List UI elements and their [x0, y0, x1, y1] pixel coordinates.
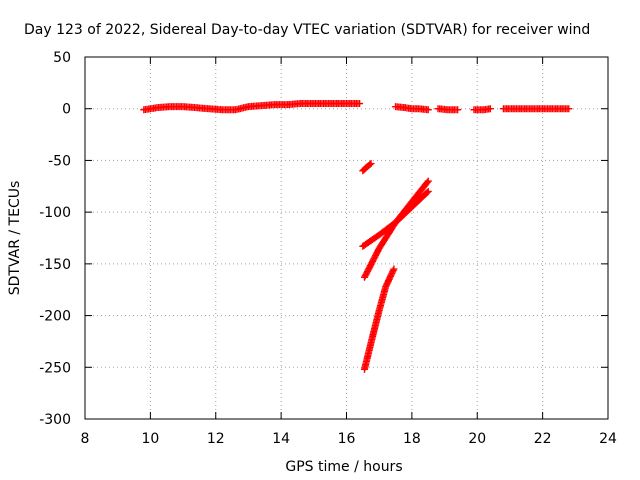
series-track-8: [360, 177, 432, 281]
data-point: [366, 161, 374, 169]
data-point: [390, 265, 398, 273]
data-layer: [140, 100, 573, 373]
y-tick-label: -200: [39, 309, 71, 325]
series-track-5: [499, 105, 573, 113]
y-tick-label: -50: [48, 153, 71, 169]
series-track-6: [359, 160, 375, 175]
data-point: [454, 106, 462, 114]
x-tick-label: 22: [534, 431, 552, 447]
x-tick-label: 24: [599, 431, 617, 447]
y-tick-label: 0: [62, 102, 71, 118]
x-tick-label: 14: [272, 431, 290, 447]
x-tick-label: 8: [81, 431, 90, 447]
x-tick-label: 20: [468, 431, 486, 447]
grid: [85, 57, 608, 419]
series-track-3: [434, 105, 462, 114]
y-axis-label: SDTVAR / TECUs: [7, 181, 23, 296]
y-tick-label: -150: [39, 257, 71, 273]
x-axis-label: GPS time / hours: [285, 459, 402, 475]
data-point: [424, 177, 432, 185]
y-tick-label: -100: [39, 205, 71, 221]
series-track-9: [360, 265, 398, 373]
series-track-4: [470, 105, 494, 114]
series-track-2: [392, 103, 432, 114]
x-tick-label: 18: [403, 431, 421, 447]
data-point: [424, 187, 432, 195]
data-point: [565, 105, 573, 113]
data-point: [356, 100, 364, 108]
x-tick-label: 12: [207, 431, 225, 447]
x-tick-label: 16: [338, 431, 356, 447]
axis-ticks: 8 10 12 14 16 18 20 22 24 50 0 -50 -100 -150 -200 -250 -…: [39, 50, 617, 447]
data-point: [423, 178, 431, 186]
data-point: [486, 105, 494, 113]
y-tick-label: -250: [39, 360, 71, 376]
y-tick-label: -300: [39, 412, 71, 428]
x-tick-label: 10: [141, 431, 159, 447]
chart-title: Day 123 of 2022, Sidereal Day-to-day VTE…: [24, 22, 590, 38]
data-point: [423, 189, 431, 197]
y-tick-label: 50: [53, 50, 71, 66]
data-point: [367, 160, 375, 168]
series-track-1: [140, 100, 364, 114]
data-point: [424, 106, 432, 114]
